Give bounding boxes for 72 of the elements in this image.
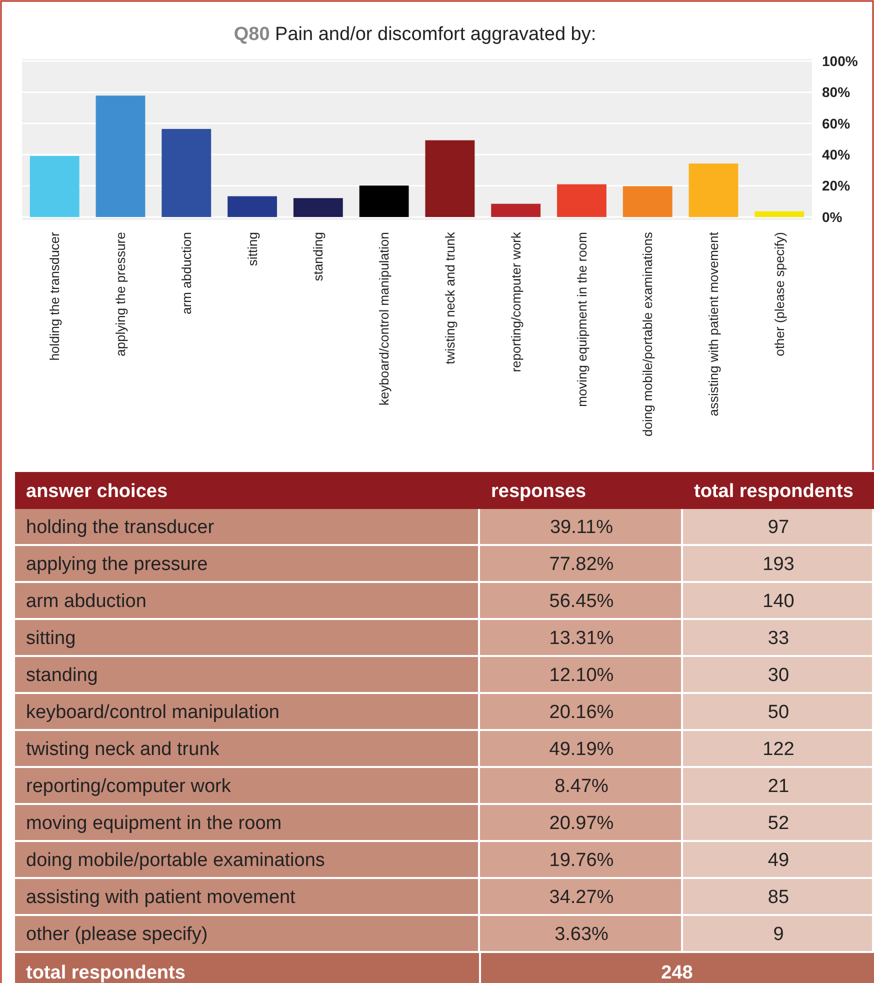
bar: [754, 211, 804, 217]
text: 248: [661, 962, 693, 983]
x-tick-label: other (please specify): [772, 232, 787, 356]
category-label: applying the pressure: [26, 554, 208, 576]
y-tick-label: 40%: [822, 146, 851, 162]
data-label: 30: [768, 665, 790, 686]
text: 19.76%: [549, 850, 614, 872]
bar: [491, 204, 541, 217]
text: total respondents: [694, 481, 854, 502]
x-tick-label: assisting with patient movement: [706, 232, 722, 416]
category-label: sitting: [26, 628, 76, 650]
category-label: twisting neck and trunk: [26, 739, 220, 760]
text: 39.11%: [550, 517, 614, 538]
bar: [688, 164, 738, 217]
data-label: 97: [768, 517, 790, 538]
x-tick-label: moving equipment in the room: [574, 232, 590, 407]
text: 12.10%: [549, 665, 614, 686]
category-label: standing: [26, 665, 98, 686]
category-label: doing mobile/portable examinations: [26, 850, 325, 872]
text: total respondents: [26, 962, 186, 983]
bar: [425, 140, 475, 217]
legend-title: answer choices: [26, 481, 168, 502]
text: 34.27%: [549, 887, 614, 908]
bar: [293, 198, 343, 217]
data-label: 122: [762, 739, 794, 760]
data-label: 140: [762, 591, 794, 612]
data-label: 52: [768, 813, 790, 834]
data-label: 21: [768, 776, 790, 798]
bar: [96, 96, 146, 217]
bar: [557, 184, 606, 217]
y-tick-label: 60%: [822, 115, 851, 132]
y-tick-label: 20%: [822, 178, 851, 194]
bar: [30, 156, 80, 217]
text: responses: [491, 481, 586, 502]
category-label: keyboard/control manipulation: [26, 702, 280, 724]
chart-title: Q80 Pain and/or discomfort aggravated by:: [234, 24, 596, 45]
text: 3.63%: [554, 924, 608, 946]
text: 13.31%: [549, 628, 614, 650]
x-tick-label: holding the transducer: [47, 231, 62, 361]
category-label: holding the transducer: [26, 517, 215, 538]
bar: [359, 186, 409, 217]
data-label: 85: [768, 887, 790, 908]
bar: [162, 128, 212, 217]
text: 20.97%: [549, 813, 614, 834]
y-tick-label: 100%: [822, 52, 858, 69]
category-label: reporting/computer work: [26, 776, 232, 798]
data-label: 49: [768, 850, 790, 872]
bar: [622, 186, 672, 217]
category-label: moving equipment in the room: [26, 813, 282, 834]
x-tick-label: doing mobile/portable examinations: [640, 232, 656, 437]
data-label: 193: [762, 554, 794, 576]
x-tick-label: twisting neck and trunk: [442, 232, 458, 364]
data-label: 9: [773, 924, 784, 946]
category-label: other (please specify): [26, 924, 208, 946]
x-tick-label: standing: [310, 232, 326, 282]
x-tick-label: keyboard/control manipulation: [376, 232, 392, 406]
category-label: arm abduction: [26, 591, 146, 612]
x-tick-label: applying the pressure: [113, 232, 128, 356]
y-tick-label: 80%: [822, 84, 851, 100]
text: 8.47%: [554, 776, 608, 798]
x-tick-label: reporting/computer work: [508, 232, 524, 372]
text: 20.16%: [549, 702, 614, 724]
text: 56.45%: [549, 591, 614, 612]
bar: [228, 196, 277, 217]
text: 49.19%: [549, 739, 614, 760]
data-label: 50: [768, 702, 790, 724]
x-tick-label: arm abduction: [178, 232, 194, 314]
x-tick-label: sitting: [244, 232, 260, 266]
category-label: assisting with patient movement: [26, 887, 296, 908]
y-tick-label: 0%: [822, 208, 843, 225]
text: 77.82%: [549, 554, 614, 576]
data-label: 33: [768, 628, 790, 650]
